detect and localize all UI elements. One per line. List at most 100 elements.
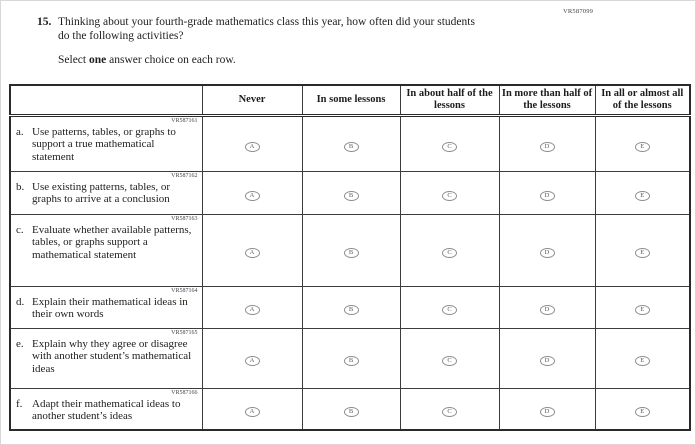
row-stem: c. Evaluate whether available patterns, … bbox=[16, 223, 199, 262]
column-header-never: Never bbox=[201, 84, 303, 117]
instruction-suffix: answer choice on each row. bbox=[109, 54, 236, 66]
column-header-all-lessons: In all or almost all of the lessons bbox=[594, 84, 691, 117]
answer-cell: C bbox=[399, 327, 500, 389]
bubble-letter: D bbox=[544, 306, 550, 313]
answer-bubble[interactable]: A bbox=[244, 141, 260, 152]
answer-bubble[interactable]: A bbox=[244, 407, 260, 417]
answer-bubble[interactable]: B bbox=[343, 305, 359, 316]
answer-bubble[interactable]: C bbox=[442, 407, 457, 417]
bubble-letter: D bbox=[544, 142, 550, 150]
table-row-e: VR587165 e. Explain why they agree or di… bbox=[9, 327, 691, 389]
answer-bubble[interactable]: B bbox=[343, 407, 359, 417]
survey-matrix-table: Never In some lessons In about half of t… bbox=[9, 84, 691, 431]
answer-bubble[interactable]: D bbox=[539, 305, 555, 316]
answer-bubble[interactable]: E bbox=[634, 141, 650, 152]
table-row-d: VR587164 d. Explain their mathematical i… bbox=[9, 285, 691, 329]
row-label-cell: VR587165 e. Explain why they agree or di… bbox=[9, 327, 203, 389]
row-label: Explain why they agree or disagree with … bbox=[32, 337, 192, 375]
table-row-a: VR587161 a. Use patterns, tables, or gra… bbox=[9, 114, 691, 172]
answer-bubble[interactable]: C bbox=[442, 305, 457, 316]
answer-bubble[interactable]: E bbox=[634, 305, 650, 316]
answer-bubble[interactable]: B bbox=[343, 190, 359, 201]
answer-bubble[interactable]: C bbox=[442, 248, 457, 259]
bubble-letter: D bbox=[544, 357, 550, 364]
bubble-letter: A bbox=[249, 142, 255, 150]
answer-cell: C bbox=[399, 285, 500, 329]
answer-bubble[interactable]: A bbox=[244, 248, 260, 259]
answer-bubble[interactable]: A bbox=[244, 356, 260, 367]
answer-bubble[interactable]: E bbox=[634, 190, 650, 201]
column-header-about-half: In about half of the lessons bbox=[399, 84, 500, 117]
question-body: Thinking about your fourth-grade mathema… bbox=[58, 15, 484, 67]
answer-bubble[interactable]: D bbox=[539, 248, 555, 259]
answer-bubble[interactable]: C bbox=[442, 356, 457, 367]
row-code: VR587166 bbox=[171, 389, 198, 396]
table-row-b: VR587162 b. Use existing patterns, table… bbox=[9, 170, 691, 215]
bubble-letter: B bbox=[348, 191, 354, 199]
answer-bubble[interactable]: A bbox=[244, 190, 260, 201]
answer-cell: E bbox=[594, 213, 691, 287]
row-label: Use patterns, tables, or graphs to suppo… bbox=[32, 125, 176, 163]
row-label-cell: VR587162 b. Use existing patterns, table… bbox=[9, 170, 203, 215]
row-code: VR587162 bbox=[171, 172, 198, 179]
answer-cell: C bbox=[399, 114, 500, 172]
answer-cell: E bbox=[594, 170, 691, 215]
row-label: Explain their mathematical ideas in thei… bbox=[32, 295, 188, 321]
row-prefix: a. bbox=[16, 125, 24, 138]
table-row-f: VR587166 f. Adapt their mathematical ide… bbox=[9, 387, 691, 431]
bubble-letter: A bbox=[249, 249, 255, 256]
answer-bubble[interactable]: B bbox=[343, 248, 359, 259]
answer-cell: D bbox=[498, 114, 596, 172]
row-stem: d. Explain their mathematical ideas in t… bbox=[16, 295, 199, 321]
answer-cell: E bbox=[594, 327, 691, 389]
answer-cell: B bbox=[301, 114, 401, 172]
answer-bubble[interactable]: D bbox=[539, 356, 555, 367]
answer-bubble[interactable]: E bbox=[634, 407, 650, 417]
answer-cell: C bbox=[399, 387, 500, 431]
bubble-letter: D bbox=[544, 249, 550, 256]
bubble-letter: C bbox=[447, 306, 452, 313]
bubble-letter: C bbox=[447, 407, 452, 415]
row-stem: e. Explain why they agree or disagree wi… bbox=[16, 337, 199, 376]
row-code: VR587161 bbox=[171, 117, 198, 124]
column-header-more-than-half: In more than half of the lessons bbox=[498, 84, 596, 117]
answer-bubble[interactable]: E bbox=[634, 356, 650, 367]
answer-bubble[interactable]: D bbox=[539, 141, 555, 152]
row-label-cell: VR587161 a. Use patterns, tables, or gra… bbox=[9, 114, 203, 172]
bubble-letter: B bbox=[348, 249, 354, 256]
bubble-letter: B bbox=[348, 357, 354, 364]
row-stem: a. Use patterns, tables, or graphs to su… bbox=[16, 125, 199, 164]
answer-bubble[interactable]: D bbox=[539, 190, 555, 201]
answer-bubble[interactable]: A bbox=[244, 305, 260, 316]
answer-cell: B bbox=[301, 170, 401, 215]
answer-cell: A bbox=[201, 327, 303, 389]
answer-bubble[interactable]: E bbox=[634, 248, 650, 259]
row-code: VR587165 bbox=[171, 329, 198, 336]
bubble-letter: C bbox=[447, 357, 452, 364]
answer-cell: A bbox=[201, 114, 303, 172]
bubble-letter: A bbox=[249, 357, 255, 364]
row-prefix: e. bbox=[16, 337, 24, 350]
answer-cell: D bbox=[498, 213, 596, 287]
row-label: Evaluate whether available patterns, tab… bbox=[32, 223, 192, 261]
bubble-letter: A bbox=[249, 407, 255, 415]
bubble-letter: C bbox=[447, 249, 452, 256]
bubble-letter: E bbox=[640, 407, 645, 415]
answer-cell: C bbox=[399, 170, 500, 215]
answer-bubble[interactable]: B bbox=[343, 356, 359, 367]
row-stem: b. Use existing patterns, tables, or gra… bbox=[16, 180, 199, 206]
answer-cell: B bbox=[301, 387, 401, 431]
answer-bubble[interactable]: B bbox=[343, 141, 359, 152]
answer-bubble[interactable]: D bbox=[539, 407, 555, 417]
row-code: VR587163 bbox=[171, 215, 198, 222]
bubble-letter: D bbox=[544, 191, 550, 199]
answer-bubble[interactable]: C bbox=[442, 190, 457, 201]
answer-bubble[interactable]: C bbox=[442, 141, 457, 152]
answer-cell: E bbox=[594, 114, 691, 172]
bubble-letter: B bbox=[348, 407, 354, 415]
row-label: Adapt their mathematical ideas to anothe… bbox=[32, 397, 181, 423]
answer-cell: D bbox=[498, 327, 596, 389]
row-label-cell: VR587164 d. Explain their mathematical i… bbox=[9, 285, 203, 329]
answer-cell: A bbox=[201, 213, 303, 287]
bubble-letter: E bbox=[640, 306, 645, 313]
